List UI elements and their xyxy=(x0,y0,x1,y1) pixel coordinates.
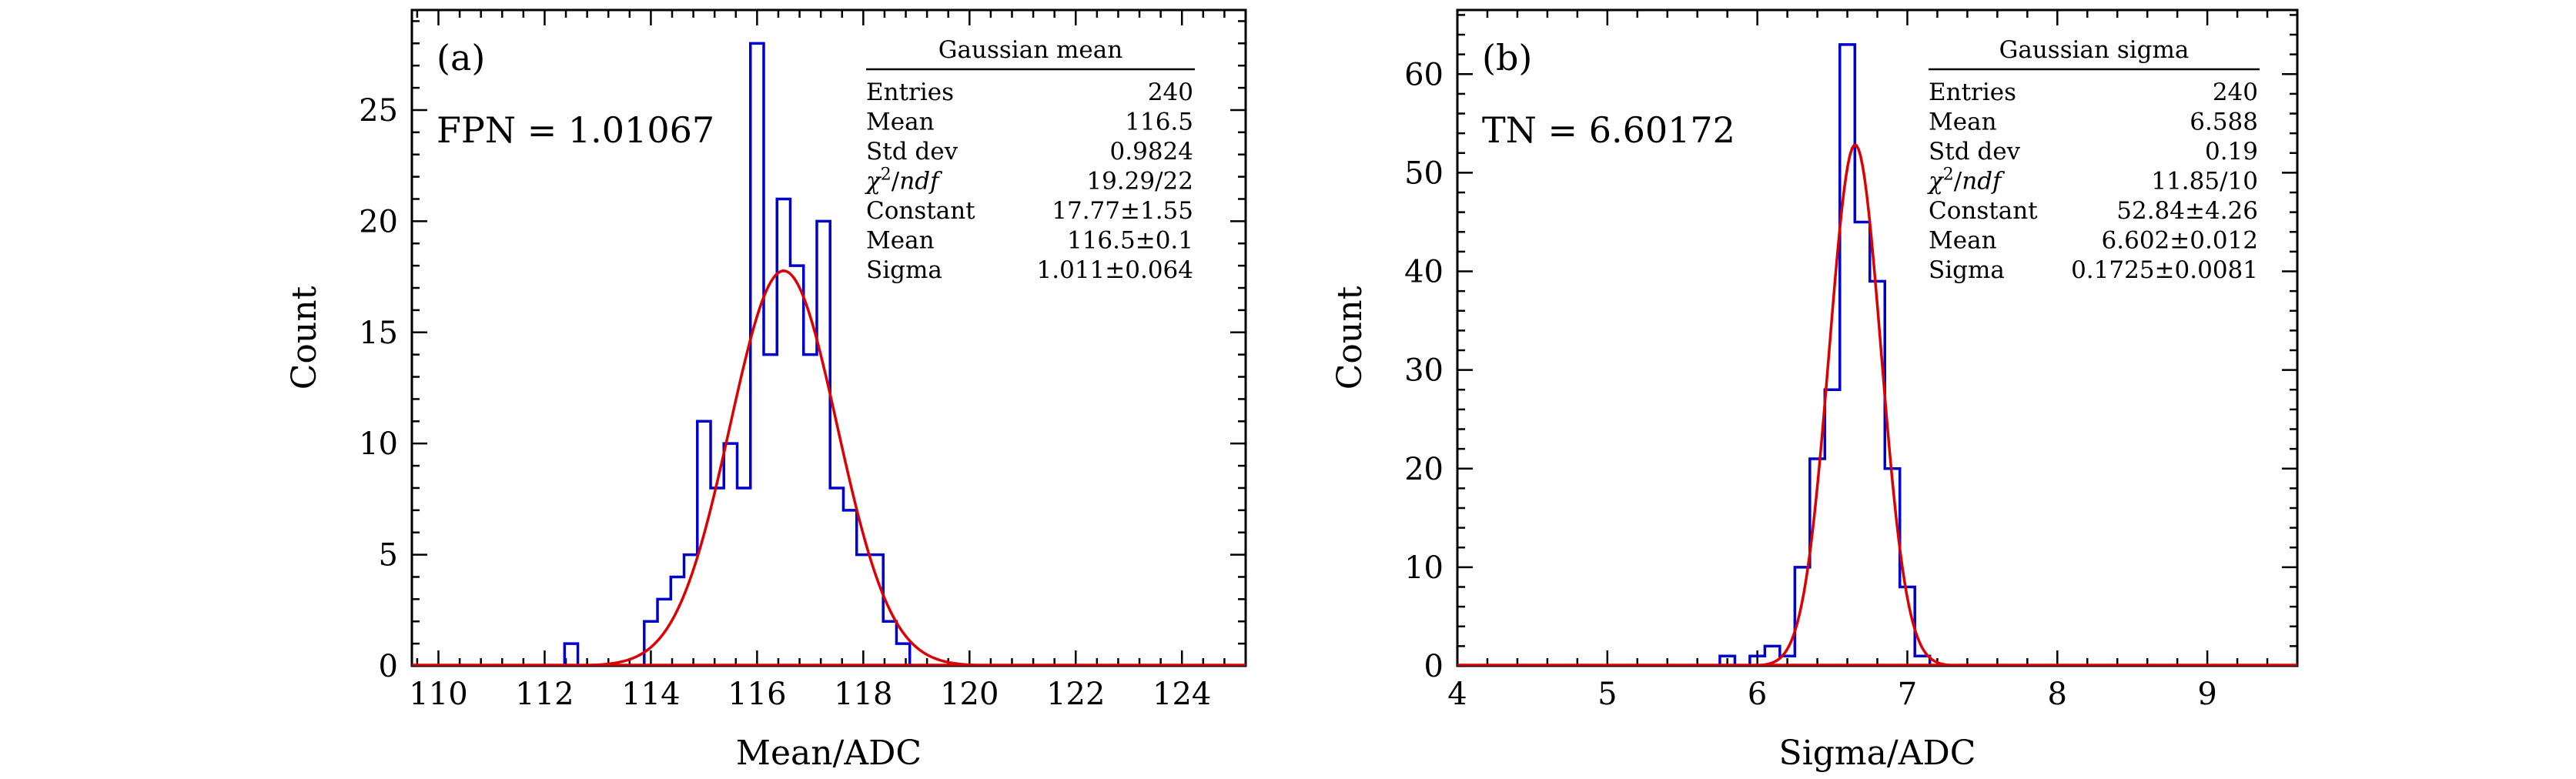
y-tick-label: 20 xyxy=(1404,452,1444,487)
y-tick-label: 15 xyxy=(359,316,398,351)
histogram-bin xyxy=(698,421,711,666)
histogram-outline xyxy=(412,42,1246,666)
x-tick-label: 114 xyxy=(621,677,680,712)
fit-annotation: FPN = 1.01067 xyxy=(437,109,714,151)
stats-label: Sigma xyxy=(1929,256,2005,284)
stats-value: 116.5±0.1 xyxy=(1067,227,1193,255)
stats-value: 11.85/10 xyxy=(2151,168,2258,196)
gaussian-fit-curve xyxy=(412,269,1246,666)
y-tick-label: 30 xyxy=(1404,353,1444,389)
y-tick-label: 5 xyxy=(379,538,398,573)
histogram-bin xyxy=(738,488,751,666)
stats-value: 240 xyxy=(2213,79,2258,106)
chart-panel-a: 110 112 114 116 118 120 122 124 0 5 10 15 20 25 Mean/A… xyxy=(285,8,1247,773)
stats-title: Gaussian mean xyxy=(938,36,1122,64)
x-tick-label: 122 xyxy=(1046,677,1105,712)
stats-value: 17.77±1.55 xyxy=(1052,197,1193,225)
stats-value: 19.29/22 xyxy=(1086,168,1193,196)
histogram-bin xyxy=(764,355,777,666)
y-tick-label: 0 xyxy=(1424,649,1444,684)
y-tick-label: 40 xyxy=(1404,255,1444,290)
stats-value: 0.1725±0.0081 xyxy=(2071,256,2258,284)
data-layer xyxy=(412,42,1246,666)
stats-value: 240 xyxy=(1148,79,1193,106)
x-tick-label: 8 xyxy=(2048,677,2067,712)
histogram-bin xyxy=(896,644,909,666)
histogram-bin xyxy=(804,355,817,666)
histogram-bin xyxy=(711,488,724,666)
stats-label: Mean xyxy=(866,109,935,136)
histogram-bin xyxy=(1795,567,1809,666)
x-tick-label: 116 xyxy=(728,677,786,712)
x-tick-label: 7 xyxy=(1898,677,1917,712)
stats-value: 52.84±4.26 xyxy=(2116,197,2258,225)
histogram-bin xyxy=(817,221,830,666)
y-axis-title: Count xyxy=(1330,286,1370,390)
y-tick-label: 10 xyxy=(1404,550,1444,586)
x-axis-title: Mean/ADC xyxy=(736,734,922,773)
x-axis-title: Sigma/ADC xyxy=(1779,734,1976,773)
stats-label: Constant xyxy=(1929,197,2038,225)
stats-value: 6.602±0.012 xyxy=(2102,227,2258,255)
stats-box: Gaussian mean Entries 240 Mean 116.5 Std dev 0… xyxy=(865,36,1195,284)
stats-label: χ2/ndf xyxy=(1927,165,2006,196)
histogram-bin xyxy=(684,555,698,666)
y-tick-label: 20 xyxy=(359,204,398,239)
stats-box: Gaussian sigma Entries 240 Mean 6.588 Std dev… xyxy=(1927,36,2260,284)
y-tick-label: 10 xyxy=(359,426,398,462)
histogram-bin xyxy=(790,266,803,666)
stats-label: Constant xyxy=(866,197,975,225)
y-tick-label: 0 xyxy=(379,649,398,684)
stats-label: Mean xyxy=(866,227,935,255)
stats-label: Entries xyxy=(1929,79,2016,106)
stats-value: 0.9824 xyxy=(1110,138,1193,165)
histogram-bin xyxy=(843,510,856,666)
y-axis-title: Count xyxy=(285,286,324,390)
plot-frame xyxy=(1456,8,2299,667)
x-tick-label: 5 xyxy=(1597,677,1617,712)
x-tick-label: 110 xyxy=(409,677,467,712)
x-tick-label: 120 xyxy=(940,677,999,712)
x-tick-label: 118 xyxy=(834,677,892,712)
histogram-bin xyxy=(751,43,764,666)
x-tick-label: 124 xyxy=(1153,677,1211,712)
histogram-bin xyxy=(830,488,843,666)
histogram-bin xyxy=(724,443,737,666)
histogram-bin xyxy=(1885,469,1899,666)
panel-label: (b) xyxy=(1482,37,1532,79)
stats-label: Entries xyxy=(866,79,954,106)
stats-label: χ2/ndf xyxy=(865,165,943,196)
stats-value: 116.5 xyxy=(1125,109,1193,136)
histogram-bin xyxy=(870,555,883,666)
data-layer xyxy=(1457,43,2297,666)
y-tick-label: 60 xyxy=(1404,57,1444,92)
stats-label: Mean xyxy=(1929,109,1997,136)
stats-value: 1.011±0.064 xyxy=(1037,256,1193,284)
x-tick-label: 9 xyxy=(2197,677,2216,712)
stats-value: 6.588 xyxy=(2190,109,2258,136)
histogram-bin xyxy=(1825,390,1839,666)
stats-label: Std dev xyxy=(866,138,958,165)
histogram-bin xyxy=(1840,45,1855,666)
histogram-bin xyxy=(857,555,870,666)
x-tick-label: 4 xyxy=(1447,677,1467,712)
fit-annotation: TN = 6.60172 xyxy=(1482,109,1735,151)
x-tick-label: 6 xyxy=(1748,677,1767,712)
panel-label: (a) xyxy=(437,37,485,79)
histogram-bin xyxy=(1870,281,1885,666)
histogram-bin xyxy=(1855,222,1869,666)
chart-panel-b: 4 5 6 7 8 9 0 10 20 30 40 50 60 Sigma/ADC Count (b) TN =… xyxy=(1330,8,2299,773)
stats-label: Mean xyxy=(1929,227,1997,255)
histogram-bin xyxy=(777,199,790,666)
y-tick-label: 50 xyxy=(1404,155,1444,191)
x-tick-label: 112 xyxy=(515,677,574,712)
stats-label: Sigma xyxy=(866,256,942,284)
stats-value: 0.19 xyxy=(2205,138,2258,165)
stats-title: Gaussian sigma xyxy=(1999,36,2190,64)
y-tick-label: 25 xyxy=(359,93,398,129)
gaussian-fit-curve xyxy=(1457,143,2297,666)
stats-label: Std dev xyxy=(1929,138,2021,165)
